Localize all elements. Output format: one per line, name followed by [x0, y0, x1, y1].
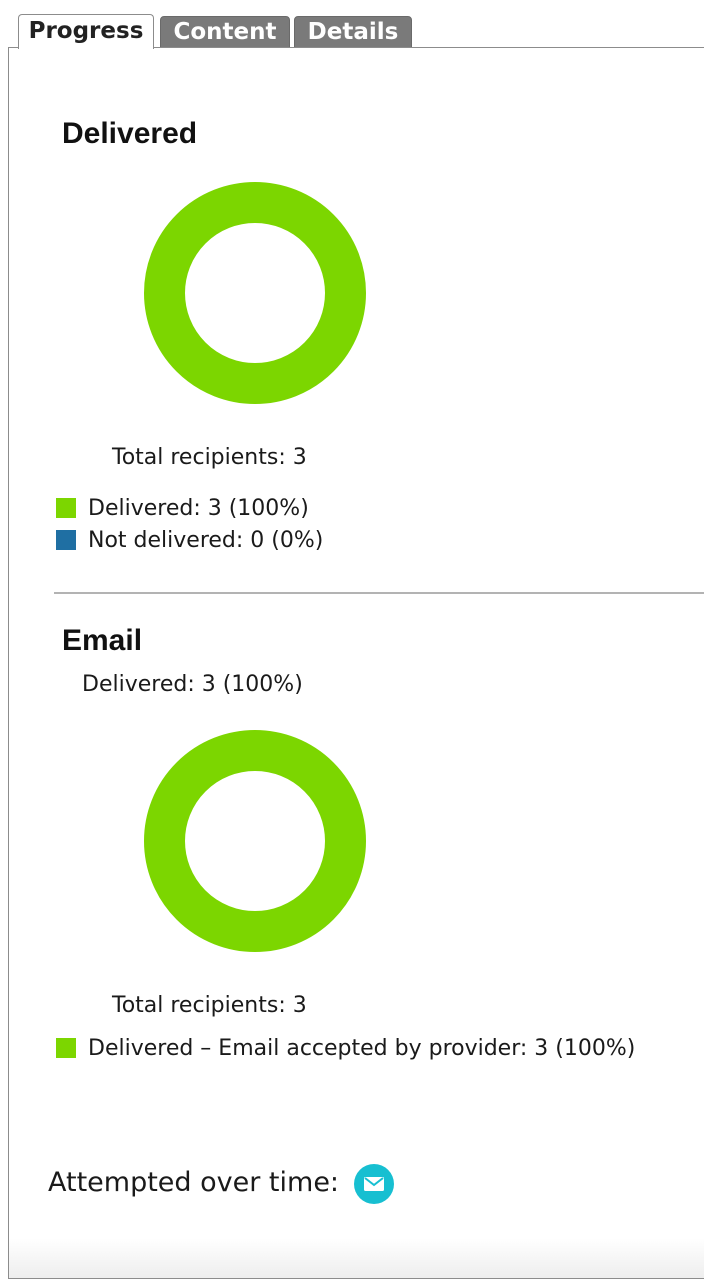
legend-item-email-accepted: Delivered – Email accepted by provider: … — [56, 1035, 635, 1061]
legend-swatch-delivered — [56, 498, 76, 518]
legend-label-email-accepted: Delivered – Email accepted by provider: … — [88, 1035, 636, 1061]
delivered-total-recipients: Total recipients: 3 — [112, 445, 307, 470]
email-total-recipients: Total recipients: 3 — [112, 993, 307, 1018]
legend-item-not-delivered: Not delivered: 0 (0%) — [56, 527, 323, 553]
delivered-donut-chart — [144, 182, 366, 404]
mail-icon — [364, 1177, 384, 1191]
attempted-over-time-label: Attempted over time: — [48, 1167, 340, 1198]
tab-content[interactable]: Content — [160, 16, 290, 48]
email-donut-chart — [144, 730, 366, 952]
tab-details[interactable]: Details — [294, 16, 412, 48]
legend-swatch-not-delivered — [56, 530, 76, 550]
legend-swatch-email-accepted — [56, 1038, 76, 1058]
section-divider — [54, 592, 704, 594]
tab-progress[interactable]: Progress — [18, 14, 154, 49]
progress-panel — [8, 47, 704, 1279]
legend-label-not-delivered: Not delivered: 0 (0%) — [88, 527, 324, 553]
email-section-title: Email — [62, 624, 143, 657]
legend-item-delivered: Delivered: 3 (100%) — [56, 495, 309, 521]
attempted-over-time-mail-button[interactable] — [354, 1164, 394, 1204]
legend-label-delivered: Delivered: 3 (100%) — [88, 495, 309, 521]
delivered-section-title: Delivered — [62, 117, 198, 150]
email-delivered-summary: Delivered: 3 (100%) — [82, 672, 303, 697]
